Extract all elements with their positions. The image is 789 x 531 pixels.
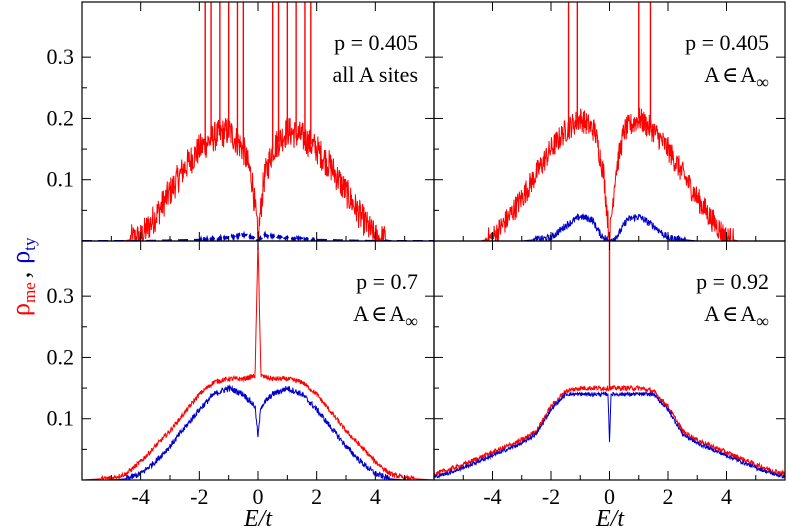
y-tick-label: 0.3	[47, 283, 75, 308]
x-axis-label-left: E/t	[243, 506, 273, 531]
y-label-me-sub: me	[20, 282, 39, 303]
x-tick-label: -4	[483, 484, 501, 509]
annotation-line-2: A∈A∞	[704, 301, 769, 331]
x-tick-label: 0	[604, 484, 615, 509]
annotation-line-2: A∈A∞	[353, 301, 418, 331]
annotation-line-1: p = 0.7	[356, 269, 418, 294]
x-tick-label: 2	[663, 484, 674, 509]
x-tick-label: 2	[311, 484, 322, 509]
annotation-line-1: p = 0.92	[696, 269, 769, 294]
y-tick-label: 0.1	[47, 167, 75, 192]
y-label-ty-sub: ty	[20, 237, 39, 251]
x-tick-label: -2	[190, 484, 208, 509]
series-ty-line	[434, 390, 785, 479]
panel-top-left: 0.1 0.2 0.3 p = 0.405 all A sites	[47, 1, 435, 242]
series-me-line	[82, 241, 434, 480]
y-tick-label: 0.1	[47, 406, 75, 431]
plot-area	[434, 241, 785, 479]
series-me-line	[82, 117, 434, 241]
annotation-line-1: p = 0.405	[685, 30, 769, 55]
annotation-line-2: all A sites	[332, 62, 418, 87]
x-tick-label: -4	[132, 484, 150, 509]
y-tick-label: 0.3	[47, 44, 75, 69]
series-me-line	[434, 107, 785, 241]
x-tick-label: -2	[542, 484, 560, 509]
y-label-me-symbol: ρ	[6, 303, 35, 316]
y-tick-label: 0.2	[47, 105, 75, 130]
panel-bottom-left: 0.1 0.2 0.3 -4 -2 0 2 4 p = 0.7 A∈A∞	[47, 240, 435, 509]
x-axis-label-right: E/t	[595, 506, 625, 531]
x-tick-label: 4	[721, 484, 732, 509]
y-tick-label: 0.2	[47, 344, 75, 369]
y-label-ty-symbol: ρ	[6, 251, 35, 264]
panels-group: 0.1 0.2 0.3 p = 0.405 all A sites p = 0.405 A∈…	[47, 1, 786, 509]
y-axis-label: ρme,ρty	[6, 237, 39, 316]
annotation-line-1: p = 0.405	[334, 30, 418, 55]
panel-bottom-right: -4 -2 0 2 4 p = 0.92 A∈A∞	[433, 240, 786, 509]
panel-top-right: p = 0.405 A∈A∞	[433, 1, 786, 242]
annotation-line-2: A∈A∞	[704, 62, 769, 92]
y-label-separator: ,	[6, 272, 35, 279]
x-tick-label: 4	[370, 484, 381, 509]
x-tick-label: 0	[253, 484, 264, 509]
